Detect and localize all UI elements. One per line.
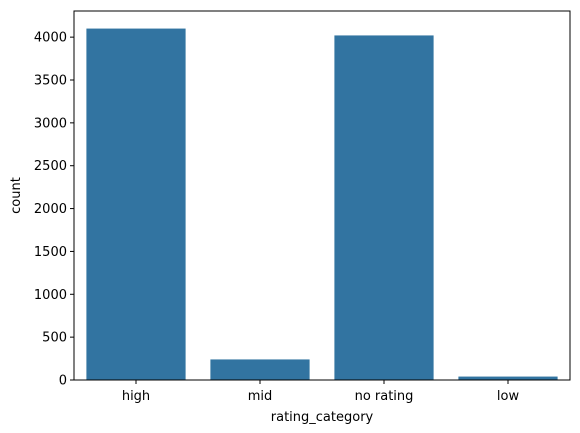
bars-group — [86, 28, 558, 381]
x-ticks-group: high mid no rating low — [122, 380, 520, 404]
plot-frame — [73, 10, 571, 381]
x-tick-label: no rating — [355, 389, 414, 404]
y-tick-label: 3000 — [34, 116, 67, 131]
bar-low — [458, 376, 558, 380]
y-tick-label: 1500 — [34, 245, 67, 260]
bar-mid — [210, 359, 310, 380]
bar-high — [86, 28, 186, 380]
y-tick-label: 3500 — [34, 74, 67, 89]
y-ticks-group: 0 500 1000 1500 2000 2500 3000 3500 4000 — [34, 31, 74, 389]
y-tick-label: 2500 — [34, 159, 67, 174]
x-tick-label: low — [497, 389, 520, 404]
y-tick-label: 500 — [42, 331, 67, 346]
y-tick-label: 2000 — [34, 202, 67, 217]
y-axis-title: count — [9, 177, 24, 214]
y-tick-label: 1000 — [34, 288, 67, 303]
bar-no-rating — [334, 35, 434, 381]
x-axis-title: rating_category — [271, 410, 374, 425]
y-tick-label: 4000 — [34, 31, 67, 46]
x-tick-label: mid — [248, 389, 273, 404]
y-tick-label: 0 — [59, 374, 67, 389]
x-tick-label: high — [122, 389, 150, 404]
